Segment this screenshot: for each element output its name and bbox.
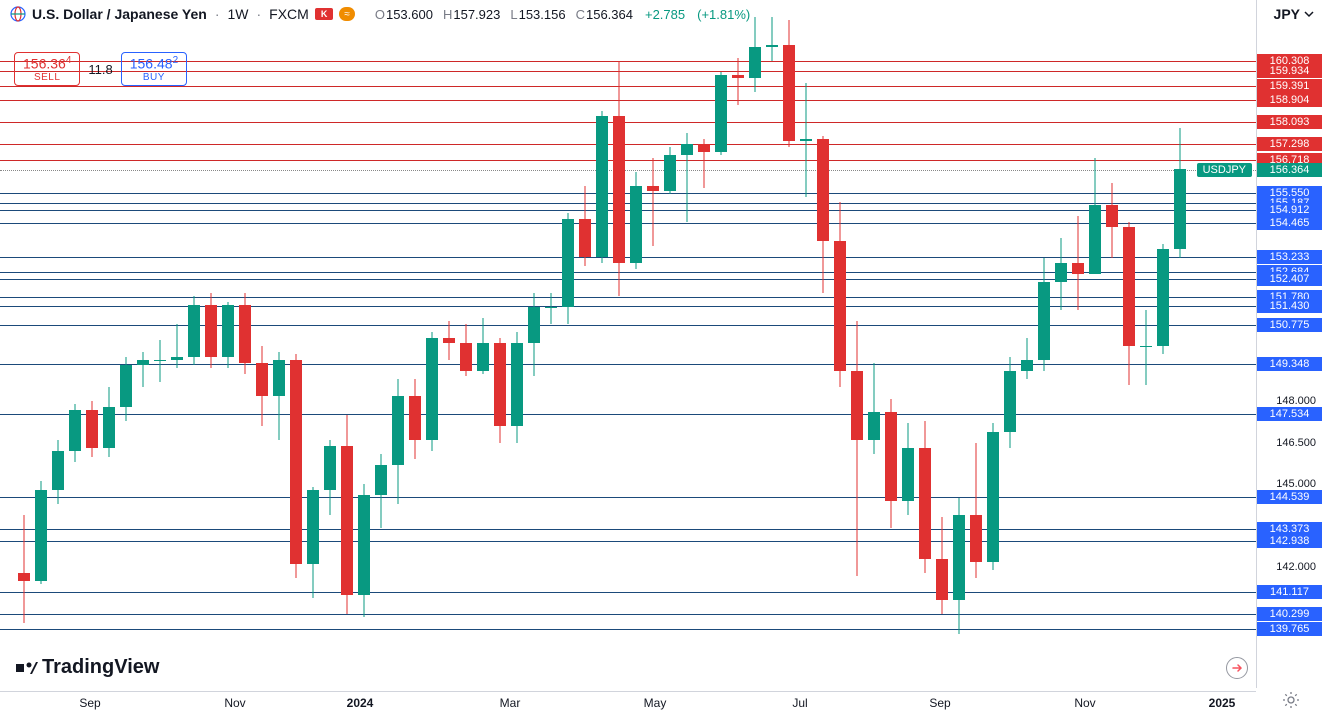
spread-value: 11.8 xyxy=(88,62,112,77)
candle[interactable] xyxy=(902,423,914,514)
candle[interactable] xyxy=(817,136,829,294)
candle[interactable] xyxy=(18,515,30,623)
candle[interactable] xyxy=(69,404,81,462)
chart-header: U.S. Dollar / Japanese Yen · 1W · FXCM K… xyxy=(0,0,1322,28)
x-tick: Mar xyxy=(500,696,521,710)
candle[interactable] xyxy=(205,293,217,368)
candle[interactable] xyxy=(664,147,676,194)
x-tick: May xyxy=(644,696,667,710)
candle[interactable] xyxy=(647,158,659,246)
x-tick: Sep xyxy=(929,696,950,710)
candle[interactable] xyxy=(171,324,183,368)
pair-title[interactable]: U.S. Dollar / Japanese Yen xyxy=(32,6,207,22)
candle[interactable] xyxy=(477,318,489,373)
candle[interactable] xyxy=(409,379,421,459)
candle[interactable] xyxy=(494,338,506,443)
y-axis[interactable]: JPY 160.308159.934159.391158.904158.0931… xyxy=(1256,0,1322,688)
candle[interactable] xyxy=(426,332,438,451)
candle[interactable] xyxy=(579,186,591,266)
candle[interactable] xyxy=(953,498,965,633)
candle[interactable] xyxy=(630,172,642,269)
tradingview-logo[interactable]: TradingView xyxy=(16,656,159,679)
candle[interactable] xyxy=(256,346,268,426)
ohlc-readout: O153.600 H157.923 L153.156 C156.364 +2.7… xyxy=(375,7,750,22)
candle[interactable] xyxy=(375,454,387,529)
candle[interactable] xyxy=(970,443,982,578)
candle[interactable] xyxy=(1038,258,1050,371)
candle[interactable] xyxy=(800,83,812,196)
candle[interactable] xyxy=(1089,158,1101,274)
candle[interactable] xyxy=(783,20,795,147)
candle[interactable] xyxy=(103,387,115,456)
candle[interactable] xyxy=(698,139,710,189)
x-tick: Nov xyxy=(1074,696,1095,710)
candle[interactable] xyxy=(732,58,744,105)
candle[interactable] xyxy=(562,213,574,324)
candle[interactable] xyxy=(35,481,47,583)
x-tick: Nov xyxy=(224,696,245,710)
candle[interactable] xyxy=(120,357,132,421)
candle[interactable] xyxy=(851,321,863,575)
globe-icon xyxy=(10,6,26,22)
candle[interactable] xyxy=(1174,128,1186,258)
candle[interactable] xyxy=(511,332,523,443)
pair-price-tag: USDJPY xyxy=(1197,163,1252,177)
candle[interactable] xyxy=(868,363,880,454)
candle[interactable] xyxy=(528,293,540,376)
candle[interactable] xyxy=(392,379,404,503)
candle[interactable] xyxy=(987,423,999,570)
candle[interactable] xyxy=(222,302,234,368)
candle[interactable] xyxy=(358,484,370,617)
buy-button[interactable]: 156.482 BUY xyxy=(121,52,187,86)
candle[interactable] xyxy=(681,133,693,221)
candle[interactable] xyxy=(715,72,727,155)
candle[interactable] xyxy=(86,401,98,456)
candle[interactable] xyxy=(154,340,166,381)
bid-ask-panel: 156.364 SELL 11.8 156.482 BUY xyxy=(14,52,187,86)
x-tick: 2024 xyxy=(347,696,374,710)
candle[interactable] xyxy=(596,111,608,263)
candle[interactable] xyxy=(1123,222,1135,385)
candle[interactable] xyxy=(52,440,64,504)
candle[interactable] xyxy=(1021,338,1033,379)
x-tick: Sep xyxy=(79,696,100,710)
goto-date-icon[interactable] xyxy=(1226,657,1248,679)
candle[interactable] xyxy=(1157,244,1169,355)
x-tick: Jul xyxy=(792,696,807,710)
candle[interactable] xyxy=(1106,183,1118,258)
candle[interactable] xyxy=(1004,357,1016,448)
price-chart[interactable] xyxy=(0,28,1256,688)
sell-button[interactable]: 156.364 SELL xyxy=(14,52,80,86)
candle[interactable] xyxy=(273,352,285,440)
candle[interactable] xyxy=(341,415,353,614)
candle[interactable] xyxy=(919,421,931,573)
candle[interactable] xyxy=(613,61,625,296)
candle[interactable] xyxy=(239,293,251,373)
candle[interactable] xyxy=(188,296,200,365)
candle[interactable] xyxy=(936,517,948,614)
flag-icon: K xyxy=(315,8,334,20)
candle[interactable] xyxy=(1140,310,1152,385)
x-tick: 2025 xyxy=(1209,696,1236,710)
candle[interactable] xyxy=(137,352,149,388)
candle[interactable] xyxy=(324,440,336,515)
candle[interactable] xyxy=(749,17,761,92)
candle[interactable] xyxy=(443,321,455,360)
candle[interactable] xyxy=(290,354,302,578)
exchange[interactable]: FXCM xyxy=(269,6,309,22)
candle[interactable] xyxy=(460,324,472,377)
approx-icon: ≈ xyxy=(339,7,355,21)
candle[interactable] xyxy=(1055,238,1067,310)
candle[interactable] xyxy=(885,399,897,529)
timeframe[interactable]: 1W xyxy=(228,6,249,22)
candle[interactable] xyxy=(307,487,319,598)
candle[interactable] xyxy=(834,202,846,387)
candle[interactable] xyxy=(1072,216,1084,310)
settings-icon[interactable] xyxy=(1282,691,1300,709)
candle[interactable] xyxy=(545,293,557,323)
x-axis[interactable]: Sep Nov 2024 Mar May Jul Sep Nov 2025 xyxy=(0,691,1256,715)
